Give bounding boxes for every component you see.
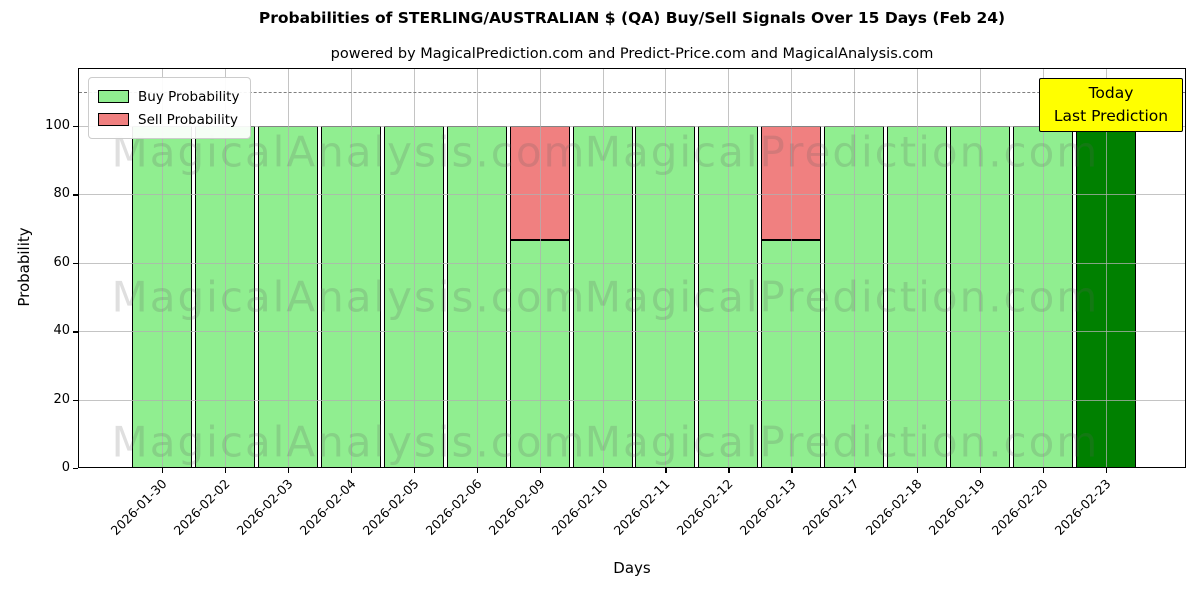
- x-tick-mark: [413, 468, 416, 473]
- h-gridline: [79, 194, 1185, 196]
- v-gridline: [602, 69, 604, 467]
- v-gridline: [476, 69, 478, 467]
- v-gridline: [162, 69, 163, 467]
- y-axis-label: Probability: [15, 227, 33, 307]
- y-tick-label: 60: [53, 254, 70, 270]
- y-tick-mark: [73, 262, 78, 265]
- buy-swatch-icon: [98, 90, 129, 103]
- chart-title: Probabilities of STERLING/AUSTRALIAN $ (…: [258, 9, 1006, 27]
- v-gridline: [539, 69, 541, 467]
- x-tick-mark: [539, 468, 541, 473]
- y-tick-label: 80: [53, 186, 70, 202]
- x-tick-mark: [728, 468, 730, 473]
- y-tick-label: 40: [53, 323, 70, 339]
- v-gridline: [350, 69, 352, 467]
- v-gridline: [1105, 69, 1107, 467]
- v-gridline: [287, 69, 289, 467]
- x-tick-mark: [854, 468, 856, 473]
- v-gridline: [917, 69, 919, 467]
- h-gridline: [79, 262, 1185, 264]
- h-gridline: [79, 331, 1185, 333]
- x-tick-mark: [791, 468, 793, 473]
- y-tick-label: 100: [45, 118, 70, 134]
- y-tick-label: 0: [61, 460, 70, 475]
- y-tick-mark: [73, 194, 78, 196]
- x-tick-mark: [1105, 468, 1108, 473]
- h-gridline: [79, 399, 1185, 401]
- v-gridline: [980, 69, 982, 467]
- legend-label-buy: Buy Probability: [138, 88, 240, 105]
- chart-subtitle: powered by MagicalPrediction.com and Pre…: [330, 46, 934, 62]
- x-tick-mark: [224, 468, 227, 473]
- legend: Buy Probability Sell Probability: [88, 77, 252, 139]
- legend-item-buy: Buy Probability: [98, 85, 239, 108]
- h-gridline: [79, 126, 1185, 128]
- legend-label-sell: Sell Probability: [138, 111, 239, 128]
- x-tick-mark: [602, 468, 604, 473]
- x-tick-mark: [1043, 468, 1045, 473]
- x-tick-mark: [980, 468, 982, 473]
- x-tick-mark: [162, 468, 164, 473]
- v-gridline: [413, 69, 415, 467]
- x-axis-label: Days: [613, 559, 651, 577]
- y-tick-mark: [73, 468, 78, 470]
- y-tick-mark: [73, 399, 78, 401]
- v-gridline: [665, 69, 667, 467]
- y-tick-mark: [73, 126, 78, 128]
- sell-swatch-icon: [98, 113, 129, 126]
- v-gridline: [791, 69, 793, 467]
- x-tick-mark: [287, 468, 290, 473]
- legend-item-sell: Sell Probability: [98, 108, 239, 131]
- dashed-guide-line: [79, 91, 1185, 93]
- today-annotation: Today Last Prediction: [1039, 78, 1183, 132]
- y-tick-mark: [73, 331, 78, 333]
- y-tick-label: 20: [53, 391, 70, 407]
- v-gridline: [224, 69, 226, 467]
- v-gridline: [1043, 69, 1045, 467]
- x-tick-mark: [665, 468, 667, 473]
- today-annotation-line2: Last Prediction: [1053, 106, 1169, 125]
- v-gridline: [854, 69, 856, 467]
- today-annotation-line1: Today: [1088, 84, 1134, 102]
- x-tick-mark: [350, 468, 353, 473]
- x-tick-mark: [476, 468, 478, 473]
- x-tick-mark: [917, 468, 919, 473]
- v-gridline: [728, 69, 730, 467]
